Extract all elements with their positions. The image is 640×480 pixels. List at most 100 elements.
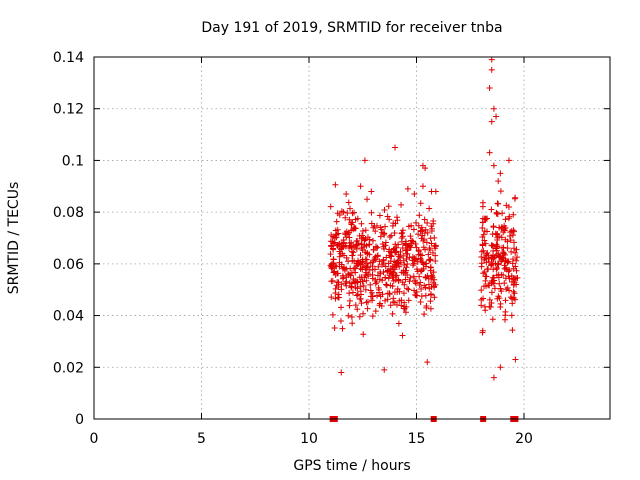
data-point	[482, 273, 489, 280]
data-point	[370, 224, 377, 231]
data-point	[352, 302, 359, 309]
data-point	[392, 276, 399, 283]
data-point	[415, 222, 422, 229]
data-point	[342, 230, 349, 237]
data-point	[486, 85, 493, 92]
data-point	[328, 278, 335, 285]
data-point	[480, 247, 487, 254]
data-point	[486, 296, 493, 303]
data-point	[512, 296, 519, 303]
data-point	[413, 219, 420, 226]
data-point	[360, 310, 367, 317]
data-point	[385, 203, 392, 210]
data-point	[364, 196, 371, 203]
data-point	[332, 290, 339, 297]
data-point	[382, 274, 389, 281]
data-point	[479, 215, 486, 222]
x-tick-label: 10	[300, 431, 318, 447]
data-point	[491, 285, 498, 292]
data-point	[349, 252, 356, 259]
y-tick-label: 0.02	[53, 360, 84, 376]
data-point	[377, 224, 384, 231]
data-point	[371, 266, 378, 273]
data-point	[513, 257, 520, 264]
data-point	[426, 245, 433, 252]
data-point	[383, 254, 390, 261]
y-tick-label: 0.12	[53, 102, 84, 118]
data-point	[497, 364, 504, 371]
data-point	[336, 259, 343, 266]
data-point	[328, 294, 335, 301]
data-point	[421, 236, 428, 243]
data-point	[505, 215, 512, 222]
data-point	[382, 242, 389, 249]
data-point	[428, 225, 435, 232]
data-point	[398, 201, 405, 208]
data-point	[478, 248, 485, 255]
data-point	[359, 228, 366, 235]
data-point	[354, 291, 361, 298]
data-point	[349, 257, 356, 264]
data-point	[422, 226, 429, 233]
data-point	[410, 226, 417, 233]
data-point	[496, 280, 503, 287]
data-point	[367, 287, 374, 294]
data-point	[375, 286, 382, 293]
data-point	[506, 233, 513, 240]
data-point	[502, 312, 509, 319]
data-point	[364, 305, 371, 312]
data-point	[500, 249, 507, 256]
data-point	[400, 290, 407, 297]
data-point	[417, 200, 424, 207]
data-point	[425, 251, 432, 258]
data-point	[382, 263, 389, 270]
data-point	[333, 263, 340, 270]
data-point	[490, 374, 497, 381]
grid-lines	[94, 57, 610, 419]
data-point	[378, 302, 385, 309]
data-point	[500, 272, 507, 279]
data-point	[508, 312, 515, 319]
data-point	[386, 272, 393, 279]
data-point	[511, 281, 518, 288]
data-point	[327, 251, 334, 258]
data-point	[488, 289, 495, 296]
data-point	[490, 162, 497, 169]
data-point	[363, 242, 370, 249]
x-tick-label: 20	[515, 431, 533, 447]
data-point	[425, 275, 432, 282]
y-tick-label: 0.14	[53, 50, 84, 66]
data-point	[400, 252, 407, 259]
data-point	[488, 279, 495, 286]
data-point	[488, 56, 495, 63]
data-point	[392, 144, 398, 151]
data-point	[502, 297, 509, 304]
data-point	[336, 211, 343, 218]
data-point	[383, 281, 390, 288]
data-point	[482, 240, 489, 247]
data-point	[418, 285, 425, 292]
data-point	[490, 242, 497, 249]
data-point	[398, 230, 405, 237]
data-point	[423, 239, 430, 246]
plot-frame	[93, 56, 611, 420]
data-point	[387, 252, 394, 259]
data-point	[357, 183, 364, 190]
data-point	[404, 185, 411, 192]
data-point	[416, 212, 423, 219]
data-point	[373, 243, 380, 250]
data-point	[392, 241, 399, 248]
y-tick-label: 0.06	[53, 257, 84, 273]
data-point	[502, 216, 509, 223]
data-point	[490, 224, 497, 231]
data-point	[403, 250, 410, 257]
data-point	[363, 299, 370, 306]
tick-labels: 0 5 10 15 20 0 0.02 0.04 0.06 0.08 0.1 0.12 0.14	[53, 50, 533, 447]
data-point	[340, 274, 347, 281]
data-point	[406, 254, 413, 261]
data-point	[344, 210, 351, 217]
data-point	[482, 307, 489, 314]
data-point	[381, 230, 388, 237]
data-point	[503, 286, 510, 293]
x-tick-label: 15	[408, 431, 426, 447]
